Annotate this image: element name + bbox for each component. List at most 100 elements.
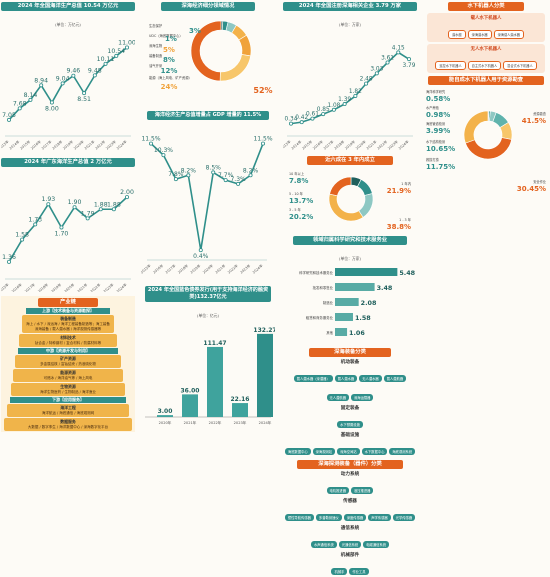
chain-block-desc: 大数据 / 数字孪生 / 海洋数据中心 / 深海数字化平台 <box>27 425 109 429</box>
gdp-line-chart: 7.05 7.688.14 8.94 8.00 9.049.46 8.51 9.48 10.1… <box>0 40 136 151</box>
data-label: 10.54 <box>107 48 125 55</box>
data-label: 1.06 <box>349 329 365 337</box>
data-label: 1.39 <box>338 97 351 103</box>
robot-item: 深海潜水器 <box>467 30 492 39</box>
tick-label: 2020年 <box>159 420 172 425</box>
robot-item: 混合式水下机器人 <box>503 61 537 70</box>
tick-label: 2017年 <box>322 139 335 150</box>
chain-block-title: 材料技术 <box>60 335 76 340</box>
equip-item: 水下数据中心 <box>361 448 388 455</box>
data-label: 13.7% <box>289 197 313 205</box>
chain-block-minerals: 矿产资源 多金属结核 / 富钴结壳 / 热液硫化物 <box>15 355 121 368</box>
data-label: 11.75% <box>426 163 455 171</box>
equip-group: 机动装备 载人潜水器（深潜器） 载人潜水器 无人潜水器 载人潜航器无人潜航器 深海运载器 <box>283 359 417 403</box>
equip-group-name: 机动装备 <box>340 360 360 365</box>
chain-block-energy: 能源资源 可燃冰 / 海洋油气等 / 海上风电 <box>13 369 123 382</box>
column-4: 水下机器人分类 载人水下机器人 潜水艇 深海潜水器 深海载人潜水器 无人水下机器人 … <box>424 0 548 219</box>
bond-unit-wrap: (单位：亿元) <box>141 302 275 321</box>
data-label: 11.5% <box>141 136 160 143</box>
bond-bar-chart: 3.00 2020年 36.00 2021年 111.47 2022年 22.16 2023年… <box>145 327 277 425</box>
data-point <box>60 81 65 86</box>
probe-item: 液压推进器 <box>351 487 374 494</box>
data-point <box>173 177 178 182</box>
chain-downstream: 下游【应用服务】 <box>10 397 126 403</box>
data-point <box>28 97 33 102</box>
chain-block-materials: 材料技术 钛合金 / 特种钢材 / 复合材料 / 防腐材料等 <box>19 334 117 347</box>
donut-slice <box>463 110 489 144</box>
data-label: 0.34 <box>285 117 298 123</box>
data-label: 3.61 <box>381 56 394 62</box>
probe-item: 声学传感器 <box>368 514 391 521</box>
probe-group-name: 动力系统 <box>340 472 360 477</box>
probe-item: 电机推进器 <box>326 487 349 494</box>
tick-label: 2014年 <box>290 139 303 150</box>
column-2: 深海经济细分领域情况 生态保护 UDC（海底数据中心） 深海生物 装备制造 油气开采 能源… <box>139 0 277 437</box>
tick-label: 2024年 <box>259 420 272 425</box>
data-point <box>148 141 153 146</box>
tick-label: 2021年 <box>184 420 197 425</box>
data-point <box>71 73 76 78</box>
equip-item: 无人潜航器 <box>326 394 349 401</box>
tick-label: 2022年 <box>226 263 239 275</box>
equip-item: 深海空间站 <box>337 448 360 455</box>
equip-item: 载人潜水器（深潜器） <box>293 375 333 382</box>
legend-label: 安全作业 <box>533 179 546 184</box>
data-label: 1% <box>165 35 177 43</box>
tick-label: 2019年 <box>189 263 202 275</box>
bar <box>257 333 273 417</box>
data-point <box>103 61 108 66</box>
gd-chart-title: 2024 年广东海洋生产总值 2 万亿元 <box>1 158 135 167</box>
data-label: 1.70 <box>55 230 69 237</box>
data-point <box>59 225 64 230</box>
probe-item: 电磁通信系统 <box>363 541 390 548</box>
probe-item: 作业工具 <box>349 568 369 575</box>
probe-title: 深海探测装备（器件）分类 <box>297 460 403 469</box>
tick-label: 制造业 <box>323 300 334 305</box>
tick-label: 2020年 <box>201 263 214 275</box>
donut-slice <box>357 179 373 196</box>
tick-label: 2016年 <box>29 139 42 151</box>
data-point <box>310 116 315 121</box>
data-label: 0.61 <box>306 112 319 118</box>
probe-item: 光学传感器 <box>392 514 416 521</box>
legend-label: UDC（海底数据中心） <box>149 33 183 38</box>
legend-label: 水下结构检测 <box>426 139 445 144</box>
tick-label: 2022年 <box>376 139 389 150</box>
gd-line-chart: 1.36 1.58 1.73 1.93 1.70 1.90 1.79 1.88 1.88 2.00… <box>0 189 134 293</box>
series-line <box>8 196 128 263</box>
bar <box>335 268 398 276</box>
data-label: 10.3% <box>154 147 173 154</box>
tech-unit-wrap: (单位：万家) <box>283 245 417 264</box>
bar <box>182 394 198 417</box>
data-label: 22.16 <box>231 396 250 403</box>
tick-label: 2013年 <box>1 139 10 151</box>
robot-box-title: 无人水下机器人 <box>470 47 502 52</box>
data-label: 9.48 <box>88 67 102 74</box>
data-point <box>125 45 130 50</box>
chain-block-title: 能源资源 <box>60 370 76 375</box>
data-point <box>353 93 358 98</box>
data-label: 0.42 <box>295 115 308 121</box>
data-label: 1.79 <box>81 210 95 217</box>
tick-label: 2016年 <box>10 282 23 292</box>
enterprise-unit: (单位：万家) <box>339 22 361 27</box>
econ-donut-chart: 生态保护 UDC（海底数据中心） 深海生物装备制造油气开采能源（海上风电、矿产资源）… <box>149 20 273 95</box>
equip-item: 载人潜航器 <box>383 375 407 382</box>
tick-label: 2021年 <box>83 139 96 151</box>
probe-group-name: 机械部件 <box>340 553 360 558</box>
tick-label: 2020年 <box>63 282 76 292</box>
data-label: 24% <box>161 83 178 91</box>
data-label: 8.51 <box>77 96 91 103</box>
legend-label: 1 年内 <box>401 181 411 186</box>
bar <box>335 298 359 306</box>
data-point <box>331 107 336 112</box>
data-label: 1.58 <box>15 232 29 239</box>
probe-group: 机械部件 机械手 作业工具 <box>283 552 417 577</box>
tick-label: 2017年 <box>40 139 53 151</box>
data-point <box>20 237 25 242</box>
data-point <box>299 120 304 125</box>
data-point <box>49 100 54 105</box>
data-label: 38.8% <box>387 223 411 231</box>
equip-item: 无人潜水器 <box>359 375 382 382</box>
tick-label: 2024年 <box>397 139 410 150</box>
